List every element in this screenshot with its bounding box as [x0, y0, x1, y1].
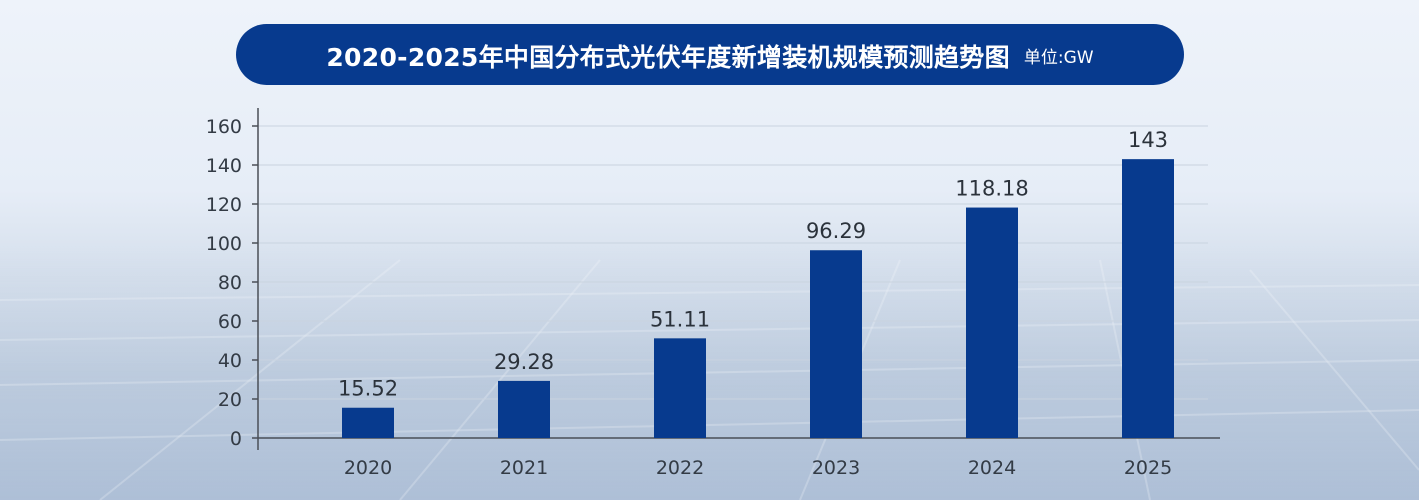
y-tick-label: 80: [218, 272, 242, 294]
bar-2021: [498, 380, 550, 438]
y-tick-label: 160: [206, 116, 242, 138]
unit-label: 单位:GW: [1023, 48, 1094, 68]
bar-2024: [966, 207, 1018, 438]
bar-2025: [1122, 159, 1174, 438]
title-banner: 2020-2025年中国分布式光伏年度新增装机规模预测趋势图 单位:GW: [236, 24, 1184, 85]
y-tick-label: 100: [206, 233, 242, 255]
bar-2023: [810, 250, 862, 438]
data-label-2024: 118.18: [955, 177, 1028, 201]
x-tick-label-2020: 2020: [344, 457, 392, 479]
y-tick-label: 0: [230, 428, 242, 450]
data-label-2022: 51.11: [650, 307, 710, 331]
chart-title: 2020-2025年中国分布式光伏年度新增装机规模预测趋势图: [326, 42, 1010, 72]
y-tick-label: 60: [218, 311, 242, 333]
x-tick-label-2025: 2025: [1124, 457, 1172, 479]
data-label-2021: 29.28: [494, 350, 554, 374]
x-tick-label-2024: 2024: [968, 457, 1016, 479]
bar-2020: [342, 407, 394, 438]
data-label-2020: 15.52: [338, 377, 398, 401]
data-label-2023: 96.29: [806, 219, 866, 243]
x-tick-label-2021: 2021: [500, 457, 548, 479]
y-tick-label: 140: [206, 155, 242, 177]
y-tick-label: 20: [218, 389, 242, 411]
y-tick-label: 120: [206, 194, 242, 216]
data-label-2025: 143: [1128, 128, 1168, 152]
y-tick-label: 40: [218, 350, 242, 372]
x-tick-label-2023: 2023: [812, 457, 860, 479]
bar-2022: [654, 338, 706, 438]
x-tick-label-2022: 2022: [656, 457, 704, 479]
